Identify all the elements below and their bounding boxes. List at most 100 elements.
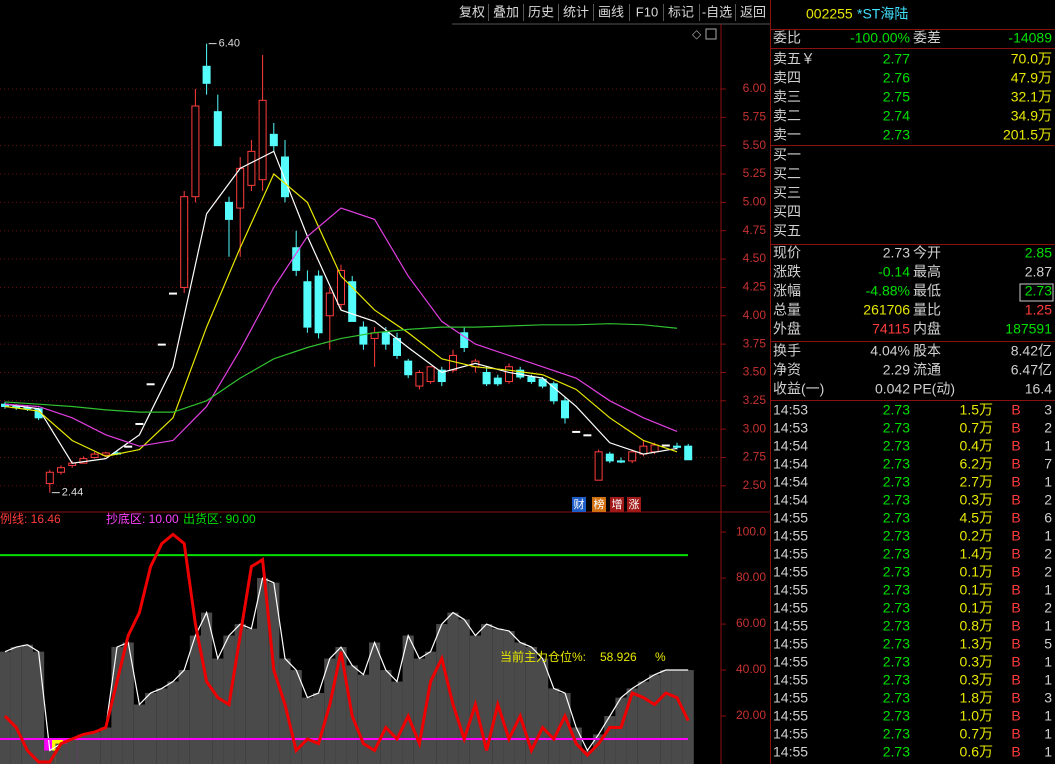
- toolbar-button[interactable]: 返回: [740, 4, 766, 19]
- ask-price: 2.77: [883, 51, 910, 67]
- annotation: 2.44: [62, 487, 83, 499]
- histogram-bar: [324, 658, 336, 764]
- trade-volume: 1.0万: [960, 708, 993, 724]
- stat-value: 2.87: [1025, 264, 1052, 280]
- histogram-bar: [167, 681, 179, 764]
- diamond-icon[interactable]: ◇: [692, 27, 702, 41]
- quote-value: -100.00%: [850, 30, 910, 46]
- histogram-bar: [581, 750, 593, 764]
- toolbar-button[interactable]: F10: [636, 4, 658, 19]
- histogram-bar: [503, 630, 515, 764]
- trade-volume: 1.4万: [960, 546, 993, 562]
- tag-label[interactable]: 榜: [594, 497, 605, 511]
- candle-body: [247, 150, 256, 186]
- histogram-bar: [89, 732, 101, 764]
- histogram-bar: [548, 688, 560, 764]
- trade-count: 1: [1044, 708, 1052, 724]
- stat-value: 261706: [863, 302, 910, 318]
- trade-time: 14:55: [773, 528, 808, 544]
- trade-time: 14:54: [773, 438, 808, 454]
- histogram-bar: [492, 628, 504, 764]
- tag-badge[interactable]: [627, 497, 641, 512]
- candle-body: [381, 332, 390, 345]
- stat-label: 流通: [913, 362, 941, 378]
- trade-time: 14:55: [773, 564, 808, 580]
- candle-body: [505, 366, 513, 383]
- trade-time: 14:55: [773, 654, 808, 670]
- histogram-bar: [33, 651, 45, 764]
- trade-volume: 0.7万: [960, 726, 993, 742]
- toolbar-button[interactable]: -自选: [702, 4, 732, 19]
- trade-price: 2.73: [883, 528, 910, 544]
- stock-code: 002255: [806, 6, 853, 22]
- stat-value: 6.47亿: [1011, 362, 1052, 378]
- histogram-bar: [425, 651, 437, 764]
- trade-volume: 0.3万: [960, 672, 993, 688]
- trade-count: 2: [1044, 492, 1052, 508]
- trade-side: B: [1011, 744, 1020, 760]
- histogram-bar: [481, 624, 493, 764]
- trade-side: B: [1011, 564, 1020, 580]
- candle-body: [404, 360, 413, 376]
- histogram-bar: [189, 635, 201, 764]
- histogram-bar: [178, 670, 190, 764]
- tag-badge[interactable]: [572, 497, 586, 512]
- candle-body: [135, 422, 144, 425]
- trade-side: B: [1011, 618, 1020, 634]
- y-tick-label: 4.25: [743, 280, 767, 294]
- y-tick-label: 5.50: [743, 138, 767, 152]
- candle-body: [572, 430, 581, 433]
- histogram-bar: [257, 578, 269, 764]
- candle-body: [348, 281, 357, 322]
- trade-side: B: [1011, 708, 1020, 724]
- trade-count: 1: [1044, 474, 1052, 490]
- candle-body: [180, 196, 189, 288]
- stat-value: 0.042: [875, 381, 910, 397]
- trade-count: 2: [1044, 546, 1052, 562]
- candle-body: [157, 343, 166, 346]
- toolbar-button[interactable]: 历史: [528, 4, 554, 19]
- histogram-bar: [514, 642, 526, 764]
- toolbar-button[interactable]: 标记: [668, 4, 694, 19]
- tag-badge[interactable]: [592, 497, 606, 512]
- trade-price: 2.73: [883, 420, 910, 436]
- trade-price: 2.73: [883, 492, 910, 508]
- trade-time: 14:55: [773, 546, 808, 562]
- candle-body: [337, 269, 345, 305]
- histogram-bar: [201, 612, 213, 764]
- histogram-bar: [111, 647, 123, 764]
- toolbar-button[interactable]: 叠加: [493, 4, 519, 19]
- histogram-bar: [525, 647, 537, 764]
- ma-line: [4, 173, 678, 457]
- trade-side: B: [1011, 420, 1020, 436]
- histogram-bar: [0, 651, 11, 764]
- y-tick-label: 80.00: [736, 570, 766, 584]
- trade-count: 2: [1044, 600, 1052, 616]
- trade-price: 2.73: [883, 672, 910, 688]
- y-tick-label: 5.25: [743, 166, 767, 180]
- trade-price: 2.73: [883, 456, 910, 472]
- trade-price: 2.73: [883, 546, 910, 562]
- histogram-bar: [290, 670, 302, 764]
- tag-label[interactable]: 财: [574, 497, 585, 511]
- trade-price: 2.73: [883, 582, 910, 598]
- trade-time: 14:55: [773, 510, 808, 526]
- trade-price: 2.73: [883, 690, 910, 706]
- candle-body: [45, 471, 54, 485]
- toolbar-button[interactable]: 统计: [563, 4, 589, 19]
- histogram-bar: [391, 681, 403, 764]
- histogram-bar: [570, 727, 582, 764]
- toolbar-button[interactable]: 画线: [598, 4, 624, 19]
- tag-label[interactable]: 增: [612, 497, 623, 511]
- toolbar-button[interactable]: 复权: [459, 4, 485, 19]
- trade-time: 14:54: [773, 492, 808, 508]
- trade-time: 14:54: [773, 474, 808, 490]
- ask-volume: 201.5万: [1003, 127, 1052, 143]
- tag-label[interactable]: 涨: [629, 498, 640, 511]
- candle-body: [605, 453, 614, 462]
- window-icon[interactable]: [705, 28, 717, 40]
- trade-count: 1: [1044, 726, 1052, 742]
- tag-badge[interactable]: [610, 497, 624, 512]
- bid-label: 买五: [773, 223, 801, 239]
